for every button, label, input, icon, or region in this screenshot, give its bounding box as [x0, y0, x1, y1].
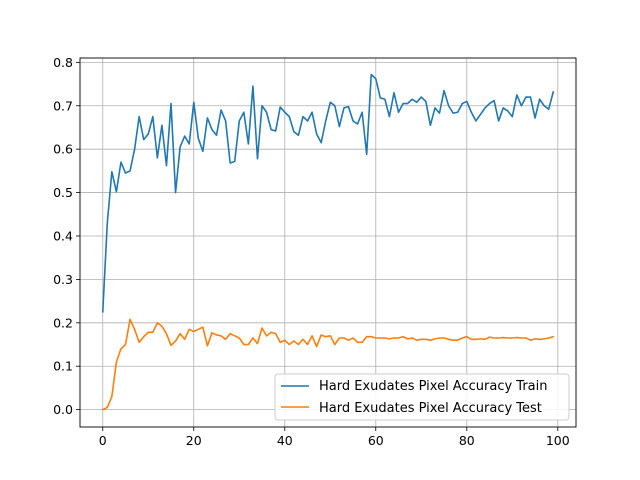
plot-area [80, 58, 576, 427]
y-tick-label: 0.4 [53, 228, 73, 243]
y-tick-label: 0.8 [53, 55, 73, 70]
x-tick-label: 40 [277, 433, 293, 448]
legend-label-train: Hard Exudates Pixel Accuracy Train [319, 379, 547, 394]
series-layer [101, 73, 555, 411]
x-tick-label: 0 [99, 433, 107, 448]
x-tick-label: 60 [368, 433, 384, 448]
y-tick-label: 0.1 [53, 359, 73, 374]
plot-frame [79, 57, 577, 428]
axes: 0 20 40 60 80 100 0.0 0.1 0.2 0.3 0.4 0.5 0.6 0.7 0.8 [53, 55, 570, 448]
y-tick-label: 0.5 [53, 185, 73, 200]
x-tick-label: 20 [186, 433, 202, 448]
legend-box [274, 373, 570, 421]
y-tick-label: 0.7 [53, 98, 73, 113]
y-tick-label: 0.6 [53, 142, 73, 157]
x-tick-label: 100 [546, 433, 570, 448]
y-tick-label: 0.3 [53, 272, 73, 287]
x-tick-label: 80 [459, 433, 475, 448]
legend: Hard Exudates Pixel Accuracy Train Hard … [274, 373, 570, 421]
series-line-test [101, 318, 555, 411]
series-line-train [101, 73, 555, 313]
y-tick-label: 0.0 [53, 402, 73, 417]
legend-label-test: Hard Exudates Pixel Accuracy Test [319, 401, 542, 416]
y-tick-label: 0.2 [53, 315, 73, 330]
